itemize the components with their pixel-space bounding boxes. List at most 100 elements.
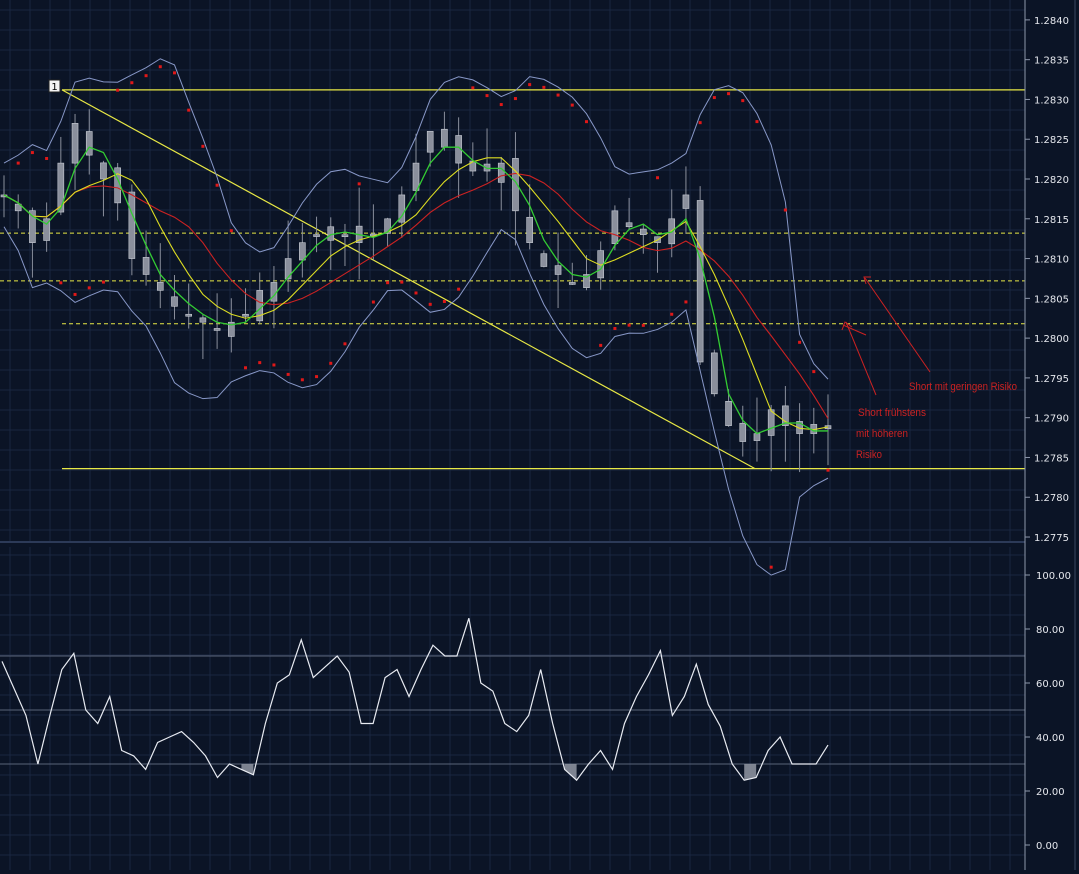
sar-dot [371, 300, 375, 304]
price-tick-label: 1.2815 [1034, 215, 1069, 226]
candle-body [156, 282, 164, 291]
candle-body [640, 228, 647, 235]
candle-body [483, 163, 491, 172]
sar-dot [87, 286, 91, 290]
sar-dot [30, 151, 34, 155]
candle-body [43, 218, 50, 241]
sar-dot [258, 361, 262, 365]
sar-dot [386, 281, 390, 285]
sar-dot [769, 565, 773, 569]
oscillator-tick-label: 80.00 [1036, 625, 1065, 636]
sar-dot [712, 96, 716, 100]
candle-body [753, 433, 761, 441]
sar-dot [684, 300, 688, 304]
marker-box [48, 79, 61, 93]
candle-body [696, 200, 704, 363]
candle-body [426, 130, 434, 153]
candle-body [14, 203, 22, 212]
candle-body [568, 282, 576, 285]
sar-dot [442, 299, 446, 303]
oscillator-panel[interactable] [0, 618, 1025, 782]
bollinger-lower-band [3, 226, 829, 576]
medium-moving-average [3, 157, 829, 431]
arrowhead [841, 321, 853, 331]
candle-body [512, 158, 519, 212]
candle-body [199, 317, 207, 323]
arrowhead [863, 276, 871, 285]
sar-dot [215, 183, 219, 187]
candle-body [128, 191, 136, 259]
candle-body [441, 128, 448, 148]
oscillator-grid [0, 547, 1025, 870]
sar-dot [627, 323, 631, 327]
sar-dot [400, 280, 404, 284]
sar-dot [783, 208, 787, 212]
candle-body [497, 162, 505, 183]
price-tick-label: 1.2825 [1034, 135, 1069, 146]
sar-dot [457, 287, 461, 291]
sar-dot [300, 378, 304, 382]
sar-dot [613, 327, 617, 331]
oscillator-extreme-fill [744, 764, 757, 781]
price-tick-label: 1.2800 [1034, 334, 1069, 345]
oscillator-tick-label: 0.00 [1036, 841, 1058, 852]
candle-body [384, 218, 391, 234]
sar-dot [229, 229, 233, 233]
sar-dot [286, 372, 290, 376]
oscillator-extreme-fill [564, 764, 577, 781]
candle-body [71, 123, 79, 164]
sar-dot [329, 361, 333, 365]
candle-body [412, 162, 420, 191]
candle-body [782, 405, 789, 426]
candle-body [711, 352, 718, 395]
candle-body [583, 274, 590, 288]
candle-body [284, 258, 292, 280]
candle-body [85, 131, 93, 156]
sar-dot [172, 71, 176, 75]
sar-dot [741, 99, 745, 103]
annotation-text: mit höheren [856, 428, 908, 440]
sar-dot [73, 292, 77, 296]
annotation-text: Short frühstens [858, 407, 926, 419]
price-axis[interactable]: 1.2840 1.2835 1.2830 1.2825 1.2820 1.2815 1.28… [1024, 0, 1079, 870]
sar-dot [528, 83, 532, 87]
marker-label: 1 [51, 82, 57, 93]
sar-dot [641, 323, 645, 327]
sar-dot [187, 108, 191, 112]
candle-body [611, 210, 619, 244]
sar-dot [798, 340, 802, 344]
sar-dot [471, 86, 475, 90]
sar-dot [485, 94, 489, 98]
candle-body [313, 234, 320, 237]
candle-body [554, 265, 562, 275]
oscillator-tick-label: 40.00 [1036, 733, 1065, 744]
price-panel[interactable]: 1 [0, 58, 1025, 576]
oscillator-tick-label: 100.00 [1036, 571, 1071, 582]
candle-body [213, 328, 221, 331]
sar-dot [45, 156, 49, 160]
sar-dot [556, 93, 560, 97]
candle-body [142, 257, 150, 275]
candle-body [100, 162, 107, 180]
bar-marker: 1 [48, 79, 61, 93]
candle-body [725, 401, 732, 426]
sar-dot [144, 74, 148, 78]
price-tick-label: 1.2820 [1034, 175, 1069, 186]
sar-dot [599, 343, 603, 347]
slow-moving-average [3, 172, 829, 419]
sar-dot [16, 161, 20, 165]
sar-dot [343, 342, 347, 346]
candle-body [57, 162, 65, 213]
sar-dot [656, 176, 660, 180]
oscillator-line [1, 618, 829, 782]
candle-body [526, 216, 533, 243]
candle-body [29, 210, 36, 243]
axis-background [1025, 0, 1079, 870]
price-tick-label: 1.2790 [1034, 414, 1069, 425]
price-tick-label: 1.2805 [1034, 294, 1069, 305]
sar-dot [670, 312, 674, 316]
candle-body [540, 253, 548, 267]
candle-body [299, 242, 306, 261]
